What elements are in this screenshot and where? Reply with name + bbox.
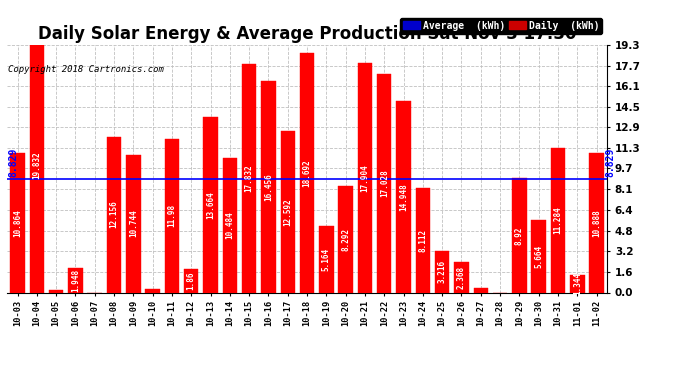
Bar xyxy=(300,53,314,292)
Text: 18.692: 18.692 xyxy=(302,159,312,186)
Bar xyxy=(146,289,160,292)
Bar xyxy=(10,153,25,292)
Bar xyxy=(107,136,121,292)
Text: Copyright 2018 Cartronics.com: Copyright 2018 Cartronics.com xyxy=(8,65,164,74)
Text: 17.904: 17.904 xyxy=(360,164,369,192)
Text: 12.592: 12.592 xyxy=(284,198,293,226)
Bar xyxy=(165,139,179,292)
Text: 10.744: 10.744 xyxy=(129,210,138,237)
Text: 10.864: 10.864 xyxy=(13,209,22,237)
Text: 8.92: 8.92 xyxy=(515,226,524,245)
Text: 2.368: 2.368 xyxy=(457,266,466,289)
Text: 1.948: 1.948 xyxy=(71,268,80,292)
Bar xyxy=(570,275,584,292)
Text: 10.888: 10.888 xyxy=(592,209,601,237)
Title: Daily Solar Energy & Average Production Sat Nov 3 17:30: Daily Solar Energy & Average Production … xyxy=(38,26,576,44)
Bar xyxy=(512,178,526,292)
Bar xyxy=(30,38,44,292)
Bar xyxy=(281,131,295,292)
Bar xyxy=(531,220,546,292)
Text: 17.832: 17.832 xyxy=(245,164,254,192)
Text: 1.86: 1.86 xyxy=(187,272,196,290)
Text: 17.028: 17.028 xyxy=(380,170,388,197)
Text: 10.484: 10.484 xyxy=(226,211,235,239)
Text: 12.156: 12.156 xyxy=(110,201,119,228)
Bar xyxy=(338,186,353,292)
Bar xyxy=(184,268,199,292)
Bar xyxy=(319,226,333,292)
Bar xyxy=(242,64,257,292)
Bar xyxy=(223,158,237,292)
Bar xyxy=(357,63,372,292)
Text: 8.829: 8.829 xyxy=(605,148,615,177)
Bar xyxy=(415,189,430,292)
Bar xyxy=(126,155,141,292)
Text: 5.664: 5.664 xyxy=(534,244,543,268)
Text: 5.164: 5.164 xyxy=(322,248,331,271)
Bar xyxy=(454,262,469,292)
Text: 13.664: 13.664 xyxy=(206,191,215,219)
Text: 16.456: 16.456 xyxy=(264,173,273,201)
Bar xyxy=(435,251,449,292)
Text: 11.98: 11.98 xyxy=(168,204,177,227)
Text: 3.216: 3.216 xyxy=(437,260,446,284)
Text: 8.292: 8.292 xyxy=(341,228,350,251)
Text: 8.829: 8.829 xyxy=(9,148,19,177)
Bar xyxy=(262,81,276,292)
Bar xyxy=(473,288,488,292)
Text: 19.832: 19.832 xyxy=(32,152,41,179)
Text: 8.112: 8.112 xyxy=(418,229,427,252)
Bar xyxy=(68,267,83,292)
Bar xyxy=(396,101,411,292)
Text: 14.948: 14.948 xyxy=(399,183,408,210)
Bar xyxy=(377,74,391,292)
Legend: Average  (kWh), Daily  (kWh): Average (kWh), Daily (kWh) xyxy=(400,18,602,33)
Bar xyxy=(204,117,218,292)
Text: 11.284: 11.284 xyxy=(553,206,562,234)
Bar xyxy=(551,148,565,292)
Bar xyxy=(589,153,604,292)
Text: 1.344: 1.344 xyxy=(573,272,582,296)
Bar xyxy=(49,291,63,292)
